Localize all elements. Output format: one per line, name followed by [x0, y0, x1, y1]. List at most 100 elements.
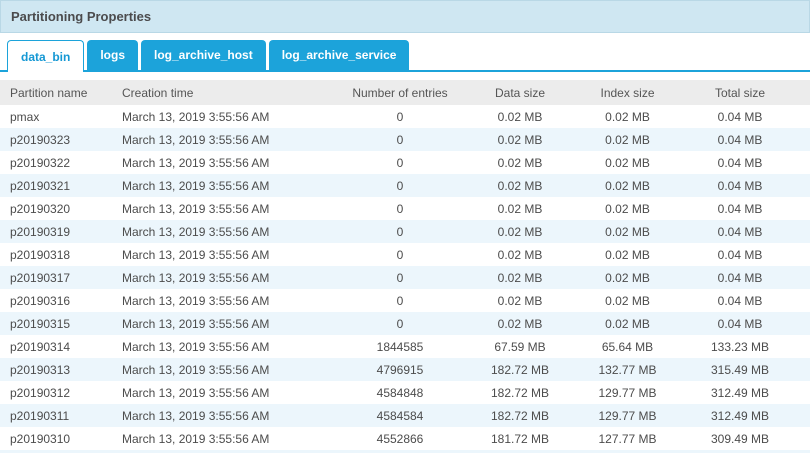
table-body: pmax March 13, 2019 3:55:56 AM 0 0.02 MB 0.0…: [0, 105, 810, 453]
cell-data-size: 0.02 MB: [497, 178, 543, 193]
table-row: p20190314 March 13, 2019 3:55:56 AM 184458…: [0, 335, 810, 358]
cell-partition-name: p20190317: [10, 270, 71, 285]
cell-index-size: 0.02 MB: [605, 316, 650, 331]
cell-creation-time: March 13, 2019 3:55:56 AM: [122, 247, 270, 262]
cell-data-size: 181.72 MB: [490, 431, 550, 446]
cell-data-size: 0.02 MB: [497, 132, 543, 147]
tab-logs[interactable]: logs: [87, 40, 139, 70]
table-row: pmax March 13, 2019 3:55:56 AM 0 0.02 MB 0.0…: [0, 105, 810, 128]
table-row: p20190317 March 13, 2019 3:55:56 AM 0 0.02 …: [0, 266, 810, 289]
cell-data-size: 182.72 MB: [490, 408, 550, 423]
cell-creation-time: March 13, 2019 3:55:56 AM: [122, 201, 270, 216]
partitions-table: Partition name Creation time Number of ent…: [0, 80, 810, 453]
cell-number-of-entries: 0: [396, 178, 404, 193]
cell-creation-time: March 13, 2019 3:55:56 AM: [122, 408, 270, 423]
cell-partition-name: p20190311: [10, 408, 70, 423]
cell-data-size: 67.59 MB: [494, 339, 546, 354]
cell-data-size: 182.72 MB: [490, 385, 550, 400]
cell-number-of-entries: 0: [396, 293, 404, 308]
cell-data-size: 182.72 MB: [490, 362, 550, 377]
cell-partition-name: p20190310: [10, 431, 71, 446]
tab-log_archive_service[interactable]: log_archive_service: [268, 40, 410, 70]
cell-number-of-entries: 4584584: [376, 408, 424, 423]
cell-index-size: 0.02 MB: [605, 201, 650, 216]
cell-creation-time: March 13, 2019 3:55:56 AM: [122, 293, 270, 308]
table-row-partial: [0, 450, 810, 453]
cell-number-of-entries: 0: [396, 247, 404, 262]
table-row: p20190320 March 13, 2019 3:55:56 AM 0 0.02 …: [0, 197, 810, 220]
cell-number-of-entries: 4552866: [376, 431, 424, 446]
cell-total-size: 0.04 MB: [717, 293, 763, 308]
cell-index-size: 0.02 MB: [605, 178, 650, 193]
tab-data_bin[interactable]: data_bin: [7, 40, 85, 72]
cell-partition-name: p20190314: [10, 339, 71, 354]
cell-index-size: 129.77 MB: [598, 408, 657, 423]
cell-index-size: 132.77 MB: [598, 362, 657, 377]
cell-total-size: 0.04 MB: [717, 316, 763, 331]
cell-number-of-entries: 0: [396, 224, 404, 239]
cell-data-size: 0.02 MB: [497, 155, 543, 170]
cell-partition-name: p20190322: [10, 155, 71, 170]
cell-index-size: 0.02 MB: [605, 132, 650, 147]
cell-partition-name: pmax: [10, 109, 40, 124]
cell-number-of-entries: 1844585: [376, 339, 424, 354]
column-header-partition-name: Partition name: [0, 80, 122, 105]
cell-partition-name: p20190318: [10, 247, 71, 262]
cell-creation-time: March 13, 2019 3:55:56 AM: [122, 431, 270, 446]
table-row: p20190310 March 13, 2019 3:55:56 AM 455286…: [0, 427, 810, 450]
cell-total-size: 309.49 MB: [710, 431, 770, 446]
cell-data-size: 0.02 MB: [497, 224, 543, 239]
column-header-number-of-entries: Number of entries: [345, 80, 455, 105]
cell-creation-time: March 13, 2019 3:55:56 AM: [122, 178, 270, 193]
cell-total-size: 0.04 MB: [717, 132, 763, 147]
tab-bar: data_bin logs log_archive_host log_archive_…: [0, 40, 810, 72]
cell-data-size: 0.02 MB: [497, 201, 543, 216]
cell-total-size: 312.49 MB: [710, 408, 770, 423]
cell-number-of-entries: 4796915: [376, 362, 424, 377]
cell-creation-time: March 13, 2019 3:55:56 AM: [122, 132, 270, 147]
cell-total-size: 0.04 MB: [717, 155, 763, 170]
table-row: p20190312 March 13, 2019 3:55:56 AM 458484…: [0, 381, 810, 404]
cell-index-size: 0.02 MB: [605, 155, 650, 170]
cell-creation-time: March 13, 2019 3:55:56 AM: [122, 316, 270, 331]
cell-total-size: 312.49 MB: [710, 385, 770, 400]
cell-partition-name: p20190316: [10, 293, 71, 308]
table-row: p20190316 March 13, 2019 3:55:56 AM 0 0.02 …: [0, 289, 810, 312]
cell-creation-time: March 13, 2019 3:55:56 AM: [122, 362, 270, 377]
cell-partition-name: p20190321: [10, 178, 71, 193]
cell-total-size: 0.04 MB: [717, 201, 763, 216]
cell-partition-name: p20190313: [10, 362, 71, 377]
cell-index-size: 0.02 MB: [605, 293, 650, 308]
cell-creation-time: March 13, 2019 3:55:56 AM: [122, 270, 270, 285]
cell-data-size: 0.02 MB: [497, 270, 543, 285]
cell-total-size: 0.04 MB: [717, 178, 763, 193]
column-header-data-size: Data size: [455, 80, 585, 105]
cell-total-size: 0.04 MB: [717, 224, 763, 239]
cell-number-of-entries: 4584848: [376, 385, 424, 400]
cell-creation-time: March 13, 2019 3:55:56 AM: [122, 339, 270, 354]
table-row: p20190323 March 13, 2019 3:55:56 AM 0 0.02 …: [0, 128, 810, 151]
cell-partition-name: p20190323: [10, 132, 71, 147]
cell-number-of-entries: 0: [396, 201, 404, 216]
cell-data-size: 0.02 MB: [497, 316, 543, 331]
cell-data-size: 0.02 MB: [497, 293, 543, 308]
cell-data-size: 0.02 MB: [497, 247, 543, 262]
cell-partition-name: p20190315: [10, 316, 71, 331]
cell-creation-time: March 13, 2019 3:55:56 AM: [122, 224, 270, 239]
cell-number-of-entries: 0: [396, 109, 404, 124]
cell-total-size: 0.04 MB: [717, 270, 763, 285]
cell-total-size: 0.04 MB: [717, 247, 763, 262]
table-row: p20190313 March 13, 2019 3:55:56 AM 479691…: [0, 358, 810, 381]
table-row: p20190311 March 13, 2019 3:55:56 AM 458458…: [0, 404, 810, 427]
cell-index-size: 127.77 MB: [598, 431, 657, 446]
column-header-creation-time: Creation time: [122, 80, 345, 105]
cell-total-size: 0.04 MB: [717, 109, 763, 124]
cell-number-of-entries: 0: [396, 316, 404, 331]
cell-number-of-entries: 0: [396, 132, 404, 147]
cell-creation-time: March 13, 2019 3:55:56 AM: [122, 155, 270, 170]
tab-log_archive_host[interactable]: log_archive_host: [141, 40, 266, 70]
panel-title: Partitioning Properties: [0, 0, 810, 33]
table-row: p20190315 March 13, 2019 3:55:56 AM 0 0.02 …: [0, 312, 810, 335]
table-row: p20190322 March 13, 2019 3:55:56 AM 0 0.02 …: [0, 151, 810, 174]
table-row: p20190319 March 13, 2019 3:55:56 AM 0 0.02 …: [0, 220, 810, 243]
